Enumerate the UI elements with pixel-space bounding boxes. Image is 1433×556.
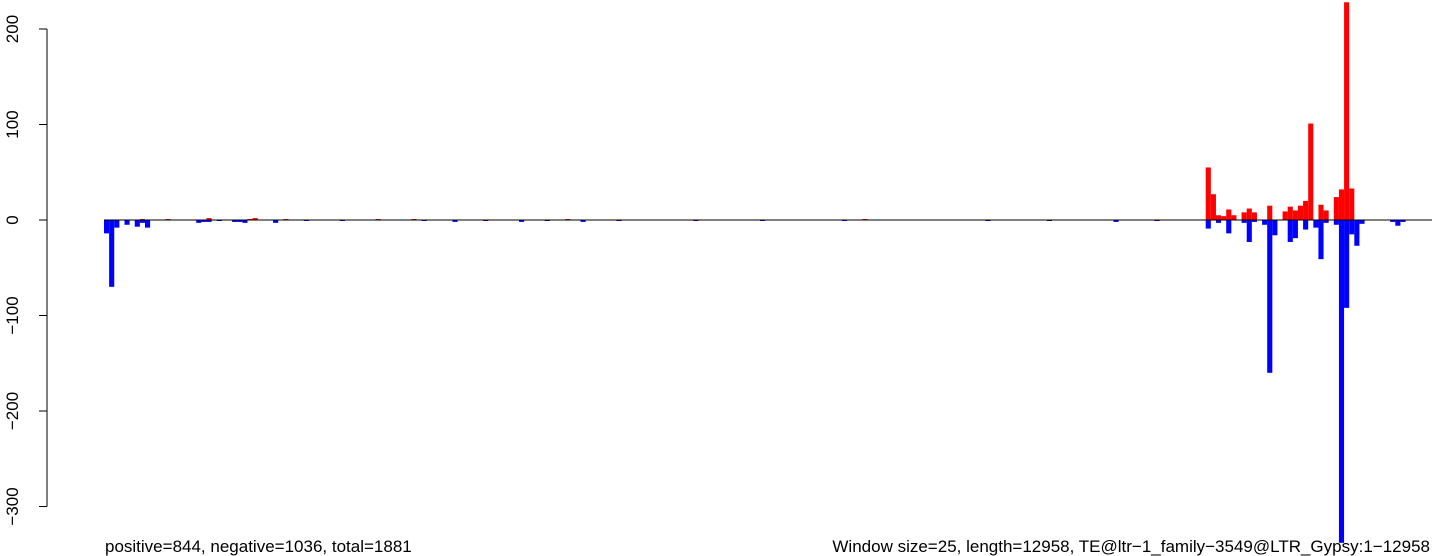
negative-bar — [1303, 220, 1309, 230]
negative-bar — [1113, 220, 1119, 222]
positive-bar — [1210, 194, 1216, 220]
negative-bar — [1338, 220, 1345, 543]
negative-bar — [109, 220, 115, 287]
negative-bar — [1215, 220, 1222, 223]
positive-bar — [1241, 212, 1247, 220]
y-tick-label: −200 — [3, 392, 22, 430]
positive-bar — [1215, 215, 1222, 220]
positive-bars — [139, 2, 1355, 221]
negative-bar — [1354, 220, 1360, 246]
negative-bar — [1313, 220, 1319, 228]
negative-bar — [114, 220, 120, 228]
negative-bar — [1292, 220, 1298, 239]
negative-bar — [519, 220, 525, 222]
positive-bar — [1246, 208, 1252, 220]
y-tick-label: −300 — [3, 487, 22, 525]
y-axis: 200 100 0 −100 −200 −300 — [3, 15, 48, 526]
positive-bar — [1251, 212, 1257, 220]
counts-caption: positive=844, negative=1036, total=1881 — [105, 537, 412, 556]
negative-bar — [1349, 220, 1355, 235]
negative-bar — [1390, 220, 1396, 222]
negative-bar — [1272, 220, 1278, 236]
positive-bar — [1303, 200, 1309, 220]
positive-bar — [1226, 209, 1232, 220]
positive-bar — [1221, 216, 1227, 220]
negative-bar — [1226, 220, 1232, 234]
positive-bar — [1205, 167, 1211, 220]
positive-bar — [1349, 188, 1355, 220]
negative-bar — [124, 220, 130, 225]
positive-bar — [1344, 2, 1350, 221]
negative-bar — [196, 220, 202, 223]
negative-bar — [1287, 220, 1293, 242]
negative-bar — [144, 220, 151, 228]
negative-bar — [139, 220, 145, 223]
positive-bar — [1292, 210, 1298, 220]
negative-bar — [104, 220, 110, 234]
negative-bar — [1400, 220, 1406, 222]
negative-bars — [104, 220, 1406, 543]
negative-bar — [1241, 220, 1247, 223]
positive-bar — [1297, 205, 1304, 220]
positive-bar — [252, 218, 258, 220]
positive-bar — [1282, 211, 1288, 220]
negative-bar — [237, 220, 243, 222]
positive-bar — [1333, 197, 1339, 220]
positive-bar — [1308, 123, 1314, 220]
positive-bar — [1338, 189, 1345, 220]
negative-bar — [1205, 220, 1211, 229]
negative-bar — [1246, 220, 1252, 242]
y-tick-label: −100 — [3, 296, 22, 334]
negative-bar — [1395, 220, 1401, 226]
negative-bar — [1262, 220, 1268, 225]
negative-bar — [1359, 220, 1365, 224]
negative-bar — [134, 220, 140, 227]
negative-bar — [1344, 220, 1350, 308]
positive-bar — [1267, 205, 1273, 220]
negative-bar — [1251, 220, 1257, 222]
negative-bar — [1323, 220, 1329, 223]
negative-bar — [1267, 220, 1273, 373]
y-tick-label: 200 — [3, 15, 22, 43]
negative-bar — [1333, 220, 1339, 225]
negative-bar — [232, 220, 238, 222]
negative-bar — [206, 220, 212, 222]
positive-bar — [1323, 210, 1329, 220]
negative-bar — [580, 220, 586, 222]
positive-bar — [1231, 215, 1237, 220]
y-tick-label: 0 — [3, 215, 22, 224]
negative-bar — [452, 220, 458, 222]
y-tick-label: 100 — [3, 110, 22, 138]
positive-bar — [206, 218, 212, 220]
negative-bar — [201, 220, 207, 222]
negative-bar — [1318, 220, 1324, 260]
negative-bar — [273, 220, 279, 223]
positive-bar — [1318, 204, 1324, 220]
window-caption: Window size=25, length=12958, TE@ltr−1_f… — [832, 537, 1430, 556]
negative-bar — [242, 220, 248, 223]
positive-bar — [1287, 206, 1293, 220]
